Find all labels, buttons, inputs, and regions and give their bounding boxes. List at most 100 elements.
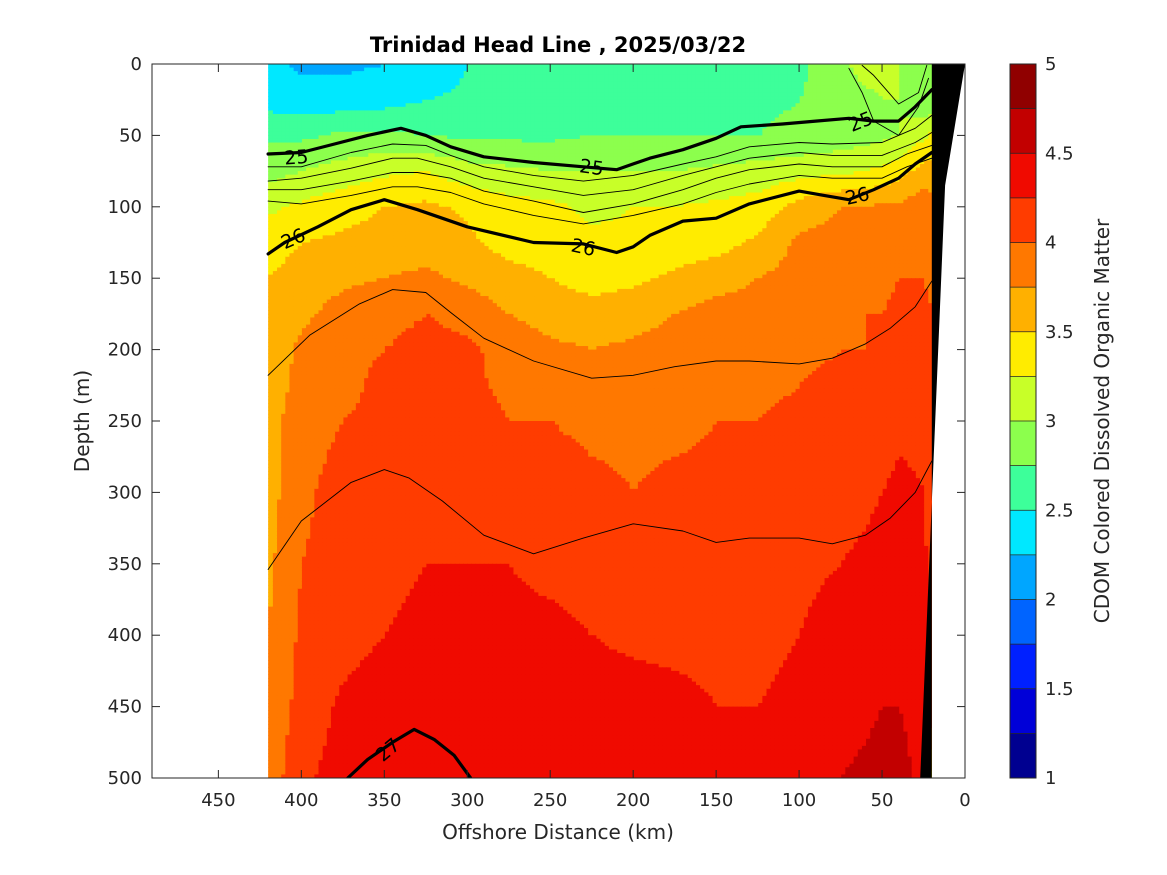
field-cell: [488, 96, 493, 100]
field-cell: [749, 150, 754, 154]
field-cell: [488, 128, 493, 132]
field-cell: [538, 68, 543, 72]
field-cell: [492, 82, 497, 86]
field-cell: [861, 150, 866, 154]
field-cell: [563, 139, 568, 143]
field-cell: [571, 125, 576, 129]
field-cell: [422, 160, 427, 164]
field-cell: [646, 125, 651, 129]
field-cell: [459, 153, 464, 157]
field-cell: [355, 64, 360, 68]
field-cell: [592, 64, 597, 68]
field-cell: [700, 121, 705, 125]
field-cell: [281, 125, 286, 129]
field-cell: [550, 150, 555, 154]
field-cell: [563, 100, 568, 104]
field-cell: [824, 82, 829, 86]
field-cell: [322, 135, 327, 139]
field-cell: [467, 164, 472, 168]
field-cell: [625, 157, 630, 161]
field-cell: [281, 107, 286, 111]
field-cell: [517, 96, 522, 100]
field-cell: [575, 128, 580, 132]
field-cell: [405, 100, 410, 104]
field-cell: [525, 82, 530, 86]
field-cell: [492, 114, 497, 118]
field-cell: [633, 85, 638, 89]
field-cell: [364, 143, 369, 147]
field-cell: [679, 82, 684, 86]
field-cell: [314, 82, 319, 86]
field-cell: [683, 75, 688, 79]
field-cell: [380, 114, 385, 118]
field-cell: [492, 121, 497, 125]
field-cell: [604, 146, 609, 150]
field-cell: [484, 128, 489, 132]
field-cell: [617, 150, 622, 154]
field-cell: [372, 110, 377, 114]
field-cell: [654, 150, 659, 154]
field-cell: [737, 110, 742, 114]
field-cell: [853, 168, 858, 172]
field-cell: [778, 78, 783, 82]
field-cell: [816, 132, 821, 136]
field-cell: [853, 107, 858, 111]
field-cell: [480, 121, 485, 125]
field-cell: [679, 125, 684, 129]
field-cell: [899, 75, 904, 79]
field-cell: [828, 89, 833, 93]
field-cell: [368, 157, 373, 161]
field-cell: [322, 107, 327, 111]
field-cell: [409, 146, 414, 150]
field-cell: [608, 150, 613, 154]
field-cell: [695, 153, 700, 157]
field-cell: [899, 71, 904, 75]
field-cell: [928, 96, 933, 100]
field-cell: [621, 71, 626, 75]
field-cell: [650, 121, 655, 125]
field-cell: [907, 175, 912, 179]
field-cell: [272, 164, 277, 168]
field-cell: [629, 93, 634, 97]
field-cell: [882, 71, 887, 75]
field-cell: [832, 160, 837, 164]
field-cell: [670, 107, 675, 111]
field-cell: [778, 96, 783, 100]
field-cell: [422, 64, 427, 68]
field-cell: [708, 100, 713, 104]
field-cell: [812, 135, 817, 139]
field-cell: [401, 100, 406, 104]
field-cell: [583, 96, 588, 100]
field-cell: [650, 75, 655, 79]
field-cell: [662, 75, 667, 79]
field-cell: [525, 85, 530, 89]
field-cell: [733, 89, 738, 93]
field-cell: [330, 68, 335, 72]
field-cell: [832, 135, 837, 139]
field-cell: [405, 160, 410, 164]
field-cell: [550, 146, 555, 150]
field-cell: [716, 96, 721, 100]
field-cell: [612, 107, 617, 111]
field-cell: [505, 139, 510, 143]
field-cell: [919, 71, 924, 75]
field-cell: [563, 171, 568, 175]
field-cell: [778, 139, 783, 143]
field-cell: [276, 121, 281, 125]
field-cell: [666, 110, 671, 114]
field-cell: [447, 150, 452, 154]
field-cell: [517, 164, 522, 168]
field-cell: [322, 164, 327, 168]
field-cell: [339, 93, 344, 97]
field-cell: [401, 118, 406, 122]
field-cell: [853, 139, 858, 143]
field-cell: [364, 85, 369, 89]
field-cell: [600, 114, 605, 118]
field-cell: [438, 132, 443, 136]
field-cell: [538, 71, 543, 75]
field-cell: [451, 139, 456, 143]
field-cell: [874, 146, 879, 150]
field-cell: [828, 68, 833, 72]
field-cell: [787, 128, 792, 132]
field-cell: [687, 100, 692, 104]
